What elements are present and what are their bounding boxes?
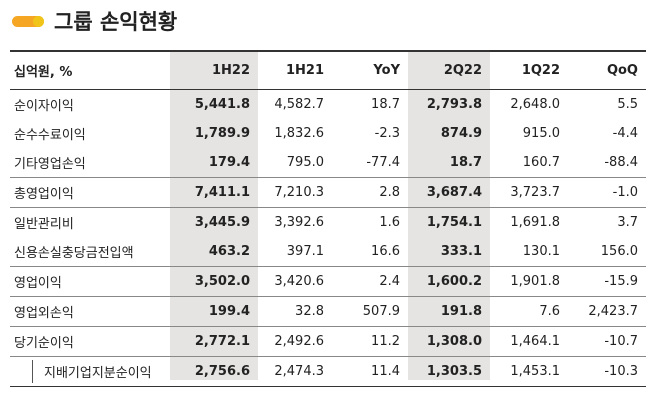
cell: -2.3 (374, 126, 400, 141)
cell: 2,474.3 (258, 356, 332, 387)
header-cell: 1H22 (170, 50, 258, 90)
cell: 18.7 (408, 148, 490, 178)
header-row: 십억원, % 1H22 1H21 YoY 2Q22 1Q22 QoQ (10, 50, 646, 90)
cell: 32.8 (258, 296, 332, 327)
cell: 915.0 (522, 126, 560, 141)
cell: 179.4 (170, 148, 258, 178)
row-label: 일반관리비 (14, 217, 74, 232)
row-label: 순이자이익 (14, 99, 74, 114)
cell: 5.5 (617, 97, 638, 112)
table-row: 영업외손익 199.4 32.8 507.9 191.8 7.6 2,423.7 (10, 296, 646, 327)
table-row: 기타영업손익 179.4 795.0 -77.4 18.7 160.7 -88.4 (10, 148, 646, 178)
cell: 2.8 (332, 177, 408, 208)
cell: 7,210.3 (258, 177, 332, 208)
row-label: 순수수료이익 (14, 128, 86, 143)
cell: 1,308.0 (408, 326, 490, 357)
header-cell: 2Q22 (408, 50, 490, 90)
cell: 2,772.1 (170, 326, 258, 357)
cell: 2,648.0 (510, 97, 560, 112)
header-cell: QoQ (568, 50, 646, 90)
header-cell: 1H21 (258, 50, 332, 90)
cell: -10.7 (568, 326, 646, 357)
title-icon (12, 16, 44, 27)
cell: -4.4 (612, 126, 638, 141)
cell: 199.4 (170, 296, 258, 327)
table-row: 신용손실충당금전입액 463.2 397.1 16.6 333.1 130.1 156.0 (10, 237, 646, 267)
cell: 1,303.5 (408, 356, 490, 387)
cell: 7,411.1 (170, 177, 258, 208)
cell: 1,453.1 (490, 356, 568, 387)
cell: -88.4 (568, 148, 646, 178)
table-row: 지배기업지분순이익 2,756.6 2,474.3 11.4 1,303.5 1,453.… (10, 356, 646, 387)
cell: 18.7 (371, 97, 400, 112)
row-label: 영업외손익 (10, 296, 170, 327)
cell: 1,789.9 (194, 126, 250, 141)
cell: 3,687.4 (408, 177, 490, 208)
cell: 156.0 (568, 237, 646, 267)
row-label: 신용손실충당금전입액 (10, 237, 170, 267)
row-label: 당기순이익 (10, 326, 170, 357)
cell: 7.6 (490, 296, 568, 327)
cell: 397.1 (258, 237, 332, 267)
cell: 160.7 (490, 148, 568, 178)
table-row: 영업이익 3,502.0 3,420.6 2.4 1,600.2 1,901.8 -15.9 (10, 266, 646, 297)
cell: 1,600.2 (408, 266, 490, 297)
cell: 874.9 (440, 126, 482, 141)
cell: 191.8 (408, 296, 490, 327)
cell: 507.9 (332, 296, 408, 327)
cell: 1,691.8 (510, 215, 560, 230)
cell: 2,423.7 (568, 296, 646, 327)
cell: 3,502.0 (170, 266, 258, 297)
table-row: 순이자이익 5,441.8 4,582.7 18.7 2,793.8 2,648.0 5.5 (10, 90, 646, 120)
row-label: 총영업이익 (10, 177, 170, 208)
cell: 2,793.8 (426, 97, 482, 112)
cell: 3,723.7 (490, 177, 568, 208)
cell: 2,756.6 (170, 356, 258, 387)
header-cell: 1Q22 (490, 50, 568, 90)
cell: 1,754.1 (426, 215, 482, 230)
cell: 130.1 (490, 237, 568, 267)
cell: 16.6 (332, 237, 408, 267)
header-cell: 십억원, % (10, 50, 170, 90)
cell: -77.4 (332, 148, 408, 178)
cell: 1,464.1 (490, 326, 568, 357)
cell: -1.0 (568, 177, 646, 208)
cell: 1,901.8 (490, 266, 568, 297)
cell: -10.3 (568, 356, 646, 387)
cell: 463.2 (170, 237, 258, 267)
cell: 3,445.9 (194, 215, 250, 230)
cell: 4,582.7 (274, 97, 324, 112)
cell: 2,492.6 (258, 326, 332, 357)
income-table: 십억원, % 1H22 1H21 YoY 2Q22 1Q22 QoQ 순이자이익 5,441.… (10, 50, 646, 387)
cell: 2.4 (332, 266, 408, 297)
table-row: 일반관리비 3,445.9 3,392.6 1.6 1,754.1 1,691.8 3.7 (10, 208, 646, 238)
cell: 11.2 (332, 326, 408, 357)
cell: 3,392.6 (274, 215, 324, 230)
cell: 5,441.8 (194, 97, 250, 112)
row-label: 지배기업지분순이익 (10, 356, 170, 387)
page-title: 그룹 손익현황 (54, 10, 178, 34)
table-row: 순수수료이익 1,789.9 1,832.6 -2.3 874.9 915.0 -4.4 (10, 119, 646, 148)
row-label: 영업이익 (10, 266, 170, 297)
cell: 11.4 (332, 356, 408, 387)
table-row: 총영업이익 7,411.1 7,210.3 2.8 3,687.4 3,723.7 -1.0 (10, 177, 646, 208)
header-cell: YoY (332, 50, 408, 90)
cell: 333.1 (408, 237, 490, 267)
cell: 3,420.6 (258, 266, 332, 297)
cell: 795.0 (258, 148, 332, 178)
row-label: 기타영업손익 (10, 148, 170, 178)
table-row: 당기순이익 2,772.1 2,492.6 11.2 1,308.0 1,464.1 -10… (10, 326, 646, 357)
cell: 1.6 (379, 215, 400, 230)
cell: 1,832.6 (274, 126, 324, 141)
cell: -15.9 (568, 266, 646, 297)
cell: 3.7 (617, 215, 638, 230)
